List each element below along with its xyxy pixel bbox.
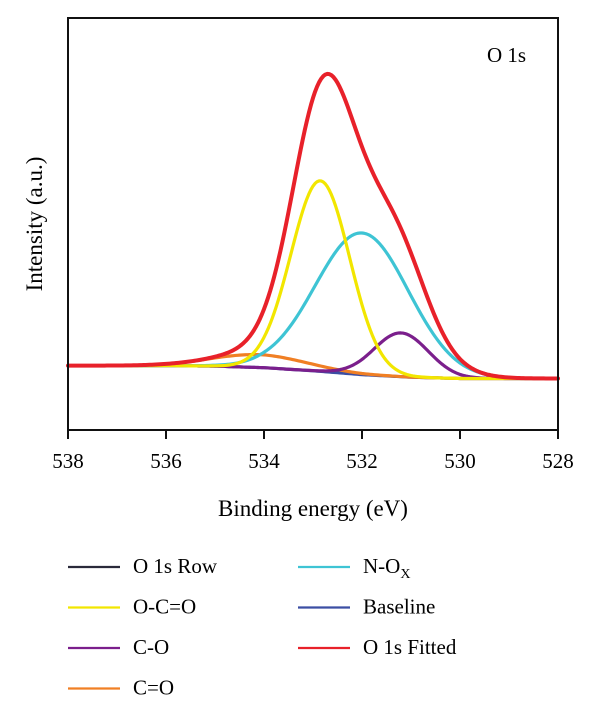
x-tick-label: 528 [542,449,574,473]
series-o-1s-row [67,72,559,380]
plot-frame [67,17,559,431]
y-axis-label: Intensity (a.u.) [22,157,47,292]
legend-item-o-1s-fitted: O 1s Fitted [298,635,457,659]
legend-label: Baseline [363,595,435,619]
x-tick-label: 538 [52,449,84,473]
legend-item-n-ox: N-OX [298,554,410,582]
legend-item-baseline: Baseline [298,595,435,619]
legend-item-c-o: C=O [68,676,174,700]
legend-item-c-o: C-O [68,635,169,659]
legend-label: O 1s Fitted [363,635,457,659]
legend-label: O 1s Row [133,554,218,578]
legend-label: O-C=O [133,595,196,619]
legend-label: N-OX [363,554,410,582]
legend-item-o-c-o: O-C=O [68,595,196,619]
series-layer [66,71,560,381]
legend-label: C=O [133,676,174,700]
x-tick-label: 530 [444,449,476,473]
x-tick-label: 532 [346,449,378,473]
series-n-ox [66,231,560,381]
panel-label: O 1s [487,43,526,67]
legend-label: C-O [133,635,169,659]
series-o-1s-fitted [66,71,560,381]
legend-item-o-1s-row: O 1s Row [68,554,218,578]
legend: O 1s Row O-C=O C-O C=O N-OX Baseline O 1s Fitt… [68,554,457,700]
x-axis-label: Binding energy (eV) [218,496,408,521]
x-tick-label: 536 [150,449,182,473]
x-ticks: 538 536 534 532 530 528 [52,430,574,473]
series-o-c-o [66,179,560,381]
x-tick-label: 534 [248,449,280,473]
